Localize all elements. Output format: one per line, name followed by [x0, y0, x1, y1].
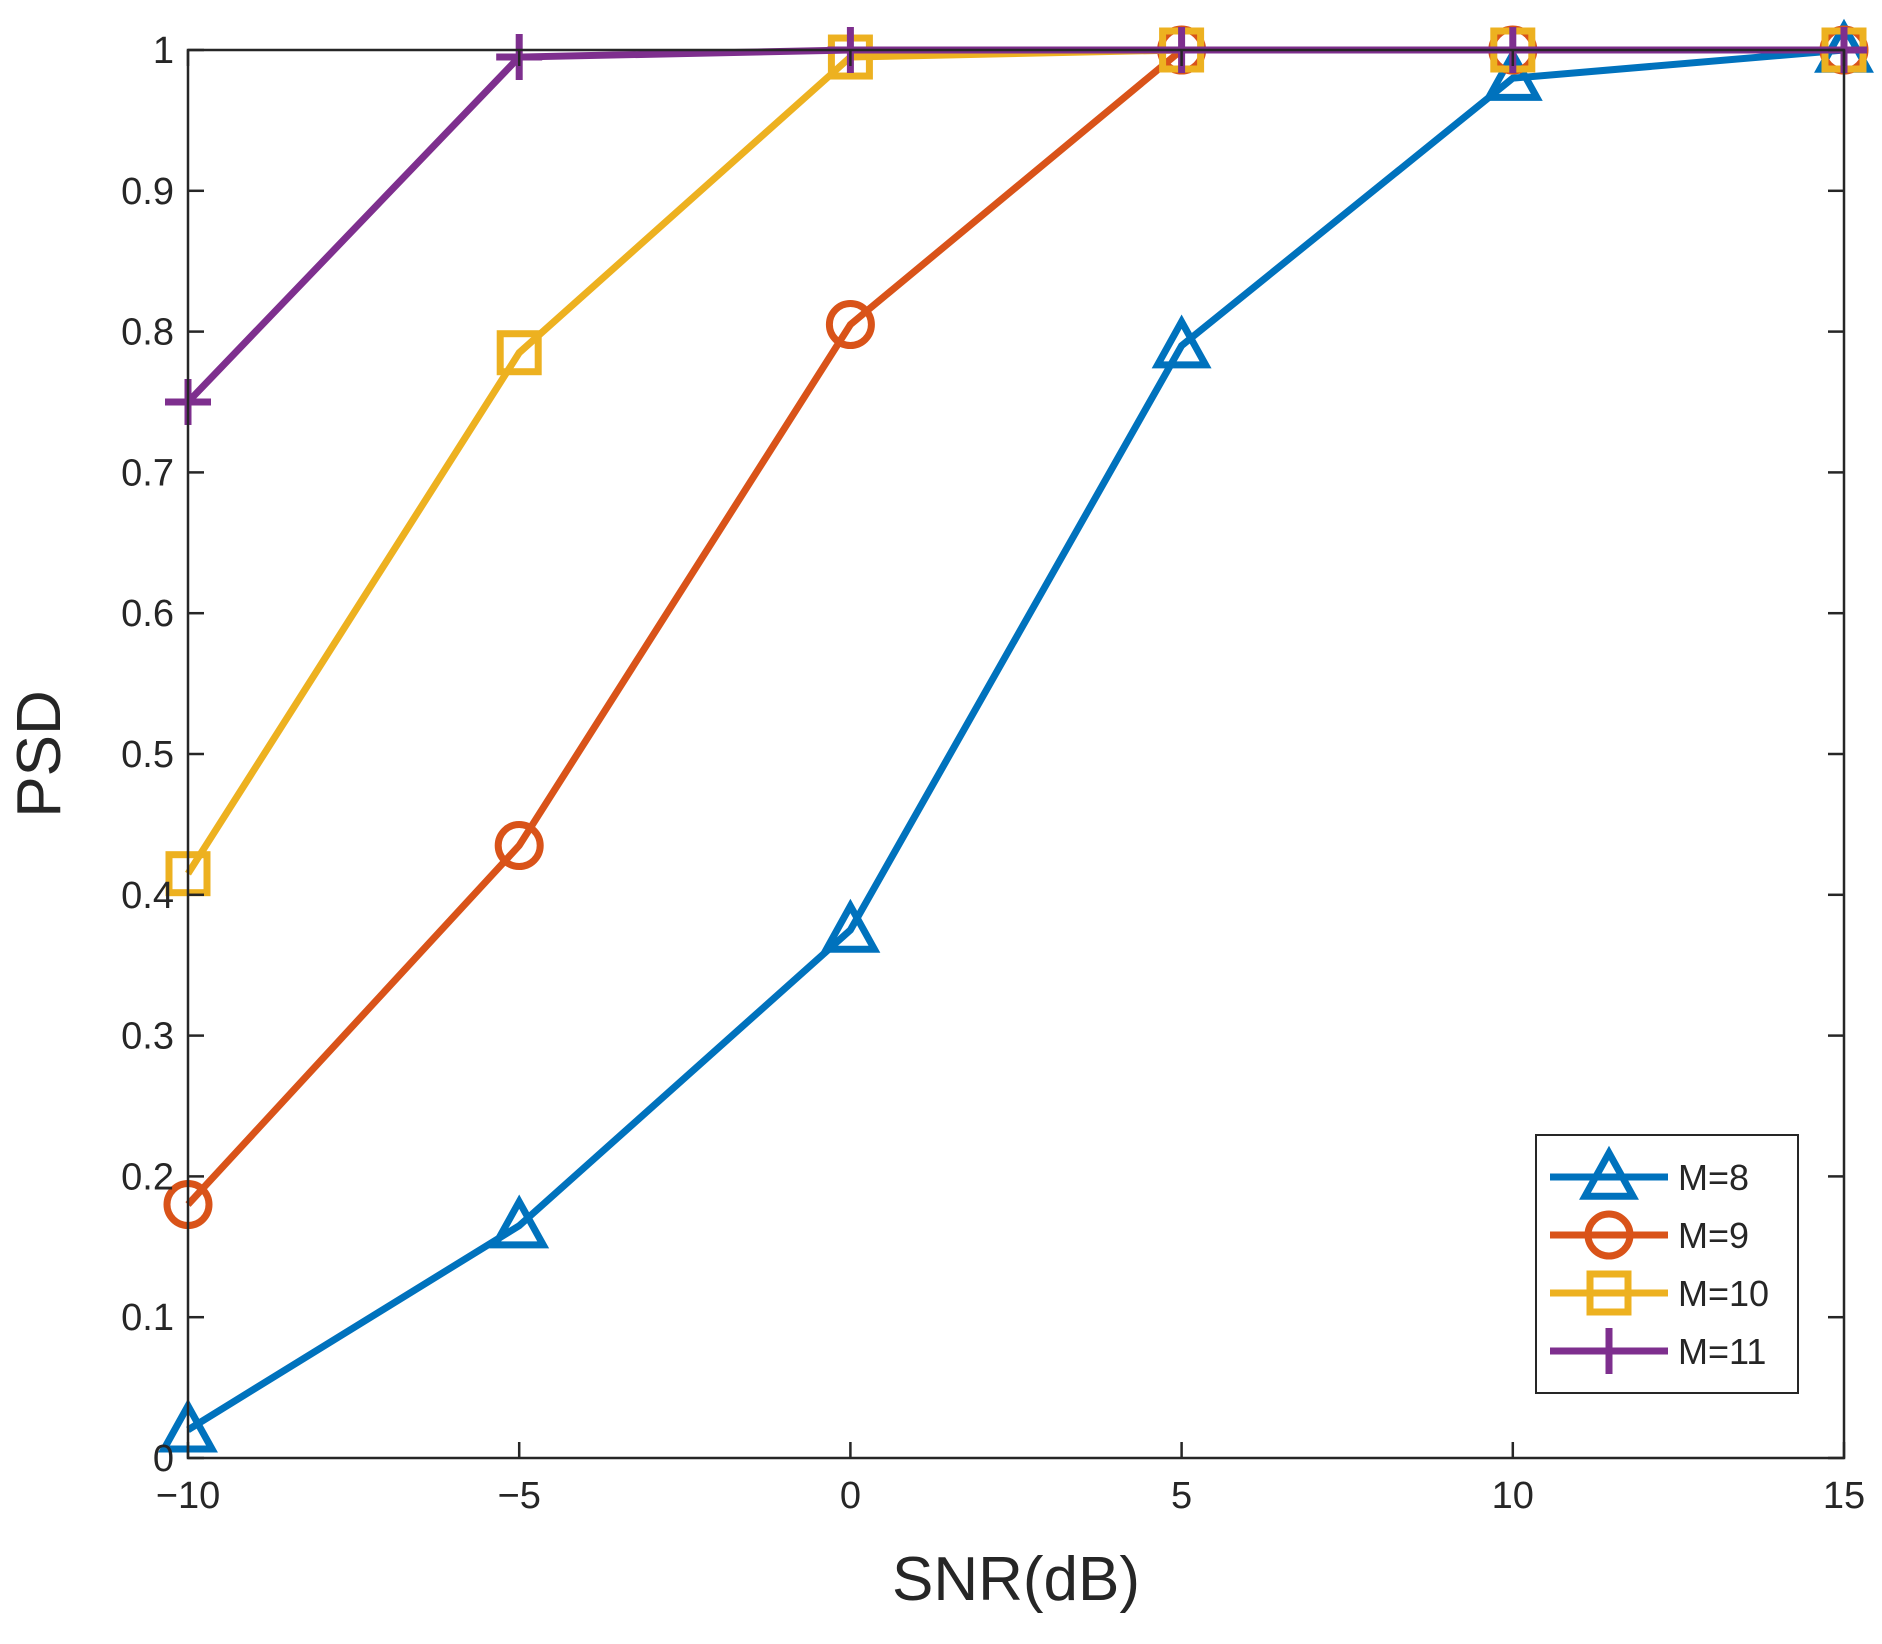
data-point: [825, 300, 875, 350]
x-tick-label: 0: [840, 1475, 861, 1517]
legend-marker: [1584, 1210, 1634, 1260]
x-tick-label: −10: [156, 1475, 220, 1517]
y-tick-label: 0.1: [121, 1297, 174, 1339]
y-tick-label: 0.2: [121, 1156, 174, 1198]
data-point: [494, 821, 544, 871]
legend-label: M=9: [1678, 1215, 1749, 1256]
y-tick-label: 1: [153, 30, 174, 72]
plot-frame: [186, 48, 1846, 1460]
data-point: [1482, 46, 1543, 101]
legend-item-m-11[interactable]: M=11: [1550, 1328, 1766, 1374]
y-tick-label: 0.8: [121, 312, 174, 354]
legend[interactable]: M=8 M=9 M=10 M=11: [1535, 1134, 1799, 1394]
y-tick-label: 0.3: [121, 1016, 174, 1058]
legend-label: M=10: [1678, 1273, 1769, 1314]
x-tick-label: 5: [1171, 1475, 1192, 1517]
legend-item-m-9[interactable]: M=9: [1550, 1210, 1749, 1260]
legend-label: M=11: [1678, 1331, 1766, 1372]
x-tick-label: 15: [1823, 1475, 1865, 1517]
data-point: [496, 330, 542, 376]
legend-item-m-8[interactable]: M=8: [1550, 1145, 1749, 1200]
y-tick-label: 0.4: [121, 875, 174, 917]
legend-marker: [1586, 1328, 1632, 1374]
y-axis-title: PSD: [5, 690, 74, 817]
y-tick-label: 0: [153, 1438, 174, 1480]
legend-label: M=8: [1678, 1157, 1749, 1198]
x-tick-label: 10: [1492, 1475, 1534, 1517]
legend-item-m-10[interactable]: M=10: [1550, 1270, 1769, 1316]
legend-marker: [1586, 1270, 1632, 1316]
data-point: [820, 898, 881, 953]
y-tick-label: 0.9: [121, 171, 174, 213]
y-tick-label: 0.6: [121, 593, 174, 635]
series-line: [186, 46, 1845, 1433]
y-tick-label: 0.5: [121, 734, 174, 776]
tick-labels: −10 −5 0 5 10 15 0 0.1 0.2 0.3 0.4 0.5 0.6 0.7 0.8 0.9 1: [121, 30, 1865, 1517]
y-tick-label: 0.7: [121, 452, 174, 494]
legend-marker: [1579, 1145, 1639, 1200]
x-axis-title: SNR(dB): [892, 1545, 1140, 1614]
data-point: [1151, 314, 1212, 369]
x-tick-label: −5: [498, 1475, 541, 1517]
data-point: [489, 1194, 550, 1249]
